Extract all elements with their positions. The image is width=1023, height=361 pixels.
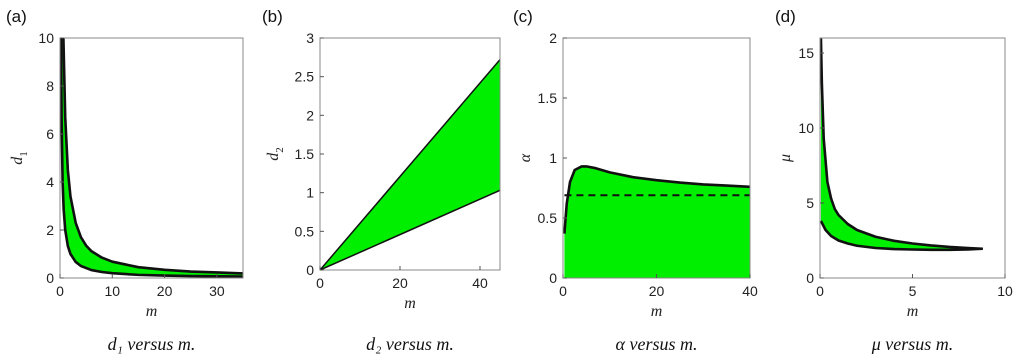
x-axis-label: m [651, 303, 663, 320]
y-tick-label: 1.5 [538, 90, 558, 106]
y-axis-label: d2 [265, 147, 286, 161]
upper-boundary-line [320, 59, 500, 270]
y-tick-label: 0 [306, 262, 314, 278]
x-tick-label: 20 [649, 283, 665, 299]
y-axis-label: μ [777, 154, 794, 163]
y-tick-label: 15 [798, 45, 814, 61]
y-tick-label: 6 [46, 126, 54, 142]
panel-b: 0 20 40 0 0.5 1 1.5 2 2.5 3 (b) m d2 d₂ versus m. [262, 7, 501, 354]
x-tick-label: 0 [559, 283, 567, 299]
lower-boundary-line [820, 220, 983, 252]
y-tick-label: 0.5 [538, 210, 558, 226]
x-tick-label: 30 [209, 283, 225, 299]
y-tick-label: 2.5 [295, 69, 315, 85]
panel-caption: d₂ versus m. [366, 334, 454, 354]
y-tick-label: 1 [549, 150, 557, 166]
x-tick-label: 0 [56, 283, 64, 299]
plot-area [320, 59, 500, 270]
panel-label: (d) [775, 7, 796, 26]
x-axis-label: m [404, 295, 416, 312]
feasible-region [820, 38, 983, 250]
lower-boundary-line [60, 38, 243, 278]
y-tick-label: 2 [46, 222, 54, 238]
x-tick-label: 40 [742, 283, 758, 299]
x-axis-label: m [146, 303, 158, 320]
panel-d: 0 5 10 0 5 10 15 (d) m μ μ versus m. [775, 7, 1013, 354]
y-tick-label: 2 [306, 107, 314, 123]
y-tick-label: 1 [306, 185, 314, 201]
x-tick-label: 10 [997, 283, 1013, 299]
y-axis-label-subscript: 2 [274, 147, 286, 153]
plot-area [820, 38, 983, 252]
y-axis-label-subscript: 1 [18, 151, 30, 157]
panel-caption: α versus m. [616, 334, 698, 354]
y-axis-label: d1 [9, 151, 30, 165]
panel-caption: μ versus m. [871, 334, 954, 354]
upper-boundary-line [62, 38, 243, 275]
x-tick-label: 20 [392, 275, 408, 291]
plot-frame [59, 37, 244, 279]
feasible-region [320, 59, 500, 270]
y-tick-label: 2 [549, 30, 557, 46]
x-tick-label: 0 [816, 283, 824, 299]
upper-boundary-line [820, 38, 983, 251]
upper-boundary-line [563, 165, 750, 234]
x-tick-label: 0 [316, 275, 324, 291]
y-tick-label: 0 [806, 270, 814, 286]
y-tick-label: 0 [46, 270, 54, 286]
y-tick-label: 10 [38, 30, 54, 46]
y-tick-label: 10 [798, 120, 814, 136]
panel-caption: d₁ versus m. [108, 334, 196, 354]
y-axis-label: α [517, 153, 534, 162]
x-tick-label: 20 [157, 283, 173, 299]
x-axis-label: m [907, 303, 919, 320]
feasible-region [61, 38, 243, 277]
x-tick-label: 10 [104, 283, 120, 299]
y-tick-label: 4 [46, 174, 54, 190]
y-tick-label: 8 [46, 78, 54, 94]
y-tick-label: 0 [549, 270, 557, 286]
feasible-region [564, 166, 750, 278]
y-tick-label: 3 [306, 30, 314, 46]
x-tick-label: 40 [472, 275, 488, 291]
y-tick-label: 1.5 [295, 146, 315, 162]
panel-a: 0 10 20 30 0 2 4 6 8 10 (a) m d1 d₁ versus m. [6, 7, 244, 354]
plot-area [60, 38, 243, 278]
x-tick-label: 5 [909, 283, 917, 299]
panel-label: (c) [513, 7, 533, 26]
panel-label: (b) [262, 7, 283, 26]
y-tick-label: 0.5 [295, 223, 315, 239]
lower-boundary-line [320, 189, 500, 270]
panel-c: 0 20 40 0 0.5 1 1.5 2 (c) m α α versus m. [513, 7, 758, 354]
plot-area [563, 165, 750, 278]
panel-label: (a) [6, 7, 27, 26]
y-tick-label: 5 [806, 195, 814, 211]
